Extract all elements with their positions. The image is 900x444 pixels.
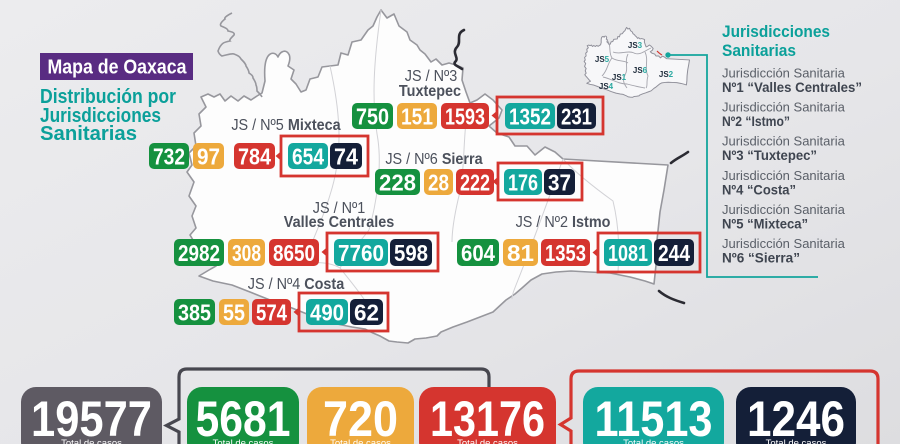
svg-text:8650: 8650: [273, 240, 315, 266]
svg-text:1593: 1593: [445, 104, 485, 130]
svg-text:97: 97: [197, 144, 220, 170]
svg-text:385: 385: [178, 300, 211, 326]
svg-text:490: 490: [310, 300, 344, 326]
svg-text:Sanitarias: Sanitarias: [40, 123, 137, 145]
svg-text:598: 598: [394, 240, 428, 266]
svg-text:244: 244: [658, 240, 690, 266]
svg-text:1246: 1246: [747, 391, 845, 444]
svg-text:JS6: JS6: [633, 66, 648, 75]
svg-text:720: 720: [323, 391, 398, 444]
svg-text:13176: 13176: [430, 391, 545, 444]
svg-text:231: 231: [561, 104, 592, 130]
svg-text:Jurisdicción Sanitaria: Jurisdicción Sanitaria: [722, 236, 846, 251]
svg-text:Nº6 “Sierra”: Nº6 “Sierra”: [722, 250, 800, 266]
svg-text:Total de casos: Total de casos: [330, 438, 391, 444]
svg-text:Nº3 “Tuxtepec”: Nº3 “Tuxtepec”: [722, 147, 817, 163]
svg-text:5681: 5681: [196, 391, 291, 444]
svg-text:JS / Nº1: JS / Nº1: [313, 199, 365, 217]
svg-text:Jurisdicción Sanitaria: Jurisdicción Sanitaria: [722, 168, 846, 183]
svg-text:Tuxtepec: Tuxtepec: [399, 82, 462, 100]
svg-text:11513: 11513: [595, 391, 713, 444]
svg-text:62: 62: [354, 300, 379, 326]
svg-text:784: 784: [238, 144, 271, 170]
svg-text:Nº4 “Costa”: Nº4 “Costa”: [722, 181, 796, 197]
svg-text:Jurisdicciones: Jurisdicciones: [40, 105, 161, 127]
svg-text:Jurisdicción Sanitaria: Jurisdicción Sanitaria: [722, 202, 846, 217]
svg-text:Jurisdicciones: Jurisdicciones: [722, 22, 830, 41]
svg-text:222: 222: [460, 170, 490, 196]
svg-text:1352: 1352: [509, 104, 551, 130]
svg-text:654: 654: [292, 144, 324, 170]
svg-text:732: 732: [153, 144, 185, 170]
svg-text:JS4: JS4: [599, 82, 614, 91]
svg-text:JS / Nº5 Mixteca: JS / Nº5 Mixteca: [231, 116, 341, 134]
svg-text:Valles Centrales: Valles Centrales: [284, 213, 394, 231]
svg-text:Total de casos: Total de casos: [457, 438, 518, 444]
svg-text:1353: 1353: [545, 240, 586, 266]
svg-text:151: 151: [401, 104, 433, 130]
svg-text:Nº1 “Valles Centrales”: Nº1 “Valles Centrales”: [722, 79, 862, 95]
svg-text:176: 176: [508, 170, 538, 196]
svg-text:37: 37: [548, 170, 571, 196]
svg-text:74: 74: [334, 144, 358, 170]
svg-text:1081: 1081: [608, 240, 648, 266]
svg-text:Total de casos: Total de casos: [61, 438, 122, 444]
svg-text:JS / Nº4 Costa: JS / Nº4 Costa: [248, 275, 345, 293]
svg-text:604: 604: [461, 240, 495, 266]
svg-text:Jurisdicción Sanitaria: Jurisdicción Sanitaria: [722, 134, 846, 149]
svg-text:JS3: JS3: [628, 41, 643, 50]
svg-text:Total de casos: Total de casos: [213, 438, 274, 444]
svg-text:JS5: JS5: [595, 55, 610, 64]
svg-text:81: 81: [507, 240, 534, 266]
svg-text:28: 28: [428, 170, 449, 196]
svg-text:19577: 19577: [31, 391, 152, 444]
svg-text:Sanitarias: Sanitarias: [722, 41, 796, 60]
svg-text:JS / Nº3: JS / Nº3: [405, 67, 457, 85]
svg-text:JS1: JS1: [612, 73, 627, 82]
svg-text:Distribución por: Distribución por: [40, 86, 176, 108]
svg-text:JS / Nº2 Istmo: JS / Nº2 Istmo: [516, 213, 611, 231]
svg-text:228: 228: [379, 170, 416, 196]
svg-text:JS / Nº6 Sierra: JS / Nº6 Sierra: [385, 150, 483, 168]
svg-text:308: 308: [232, 240, 261, 266]
svg-text:2982: 2982: [178, 240, 220, 266]
svg-text:Nº2 “Istmo”: Nº2 “Istmo”: [722, 113, 790, 129]
svg-text:574: 574: [256, 300, 287, 326]
svg-text:750: 750: [356, 104, 389, 130]
svg-text:Total de casos: Total de casos: [766, 438, 827, 444]
svg-text:7760: 7760: [338, 240, 384, 266]
svg-text:Mapa de Oaxaca: Mapa de Oaxaca: [48, 57, 188, 79]
svg-text:JS2: JS2: [659, 70, 674, 79]
svg-text:Nº5 “Mixteca”: Nº5 “Mixteca”: [722, 215, 808, 231]
svg-text:Jurisdicción Sanitaria: Jurisdicción Sanitaria: [722, 66, 846, 81]
svg-text:Total de casos: Total de casos: [623, 438, 684, 444]
svg-text:Jurisdicción Sanitaria: Jurisdicción Sanitaria: [722, 100, 846, 115]
svg-text:55: 55: [223, 300, 245, 326]
